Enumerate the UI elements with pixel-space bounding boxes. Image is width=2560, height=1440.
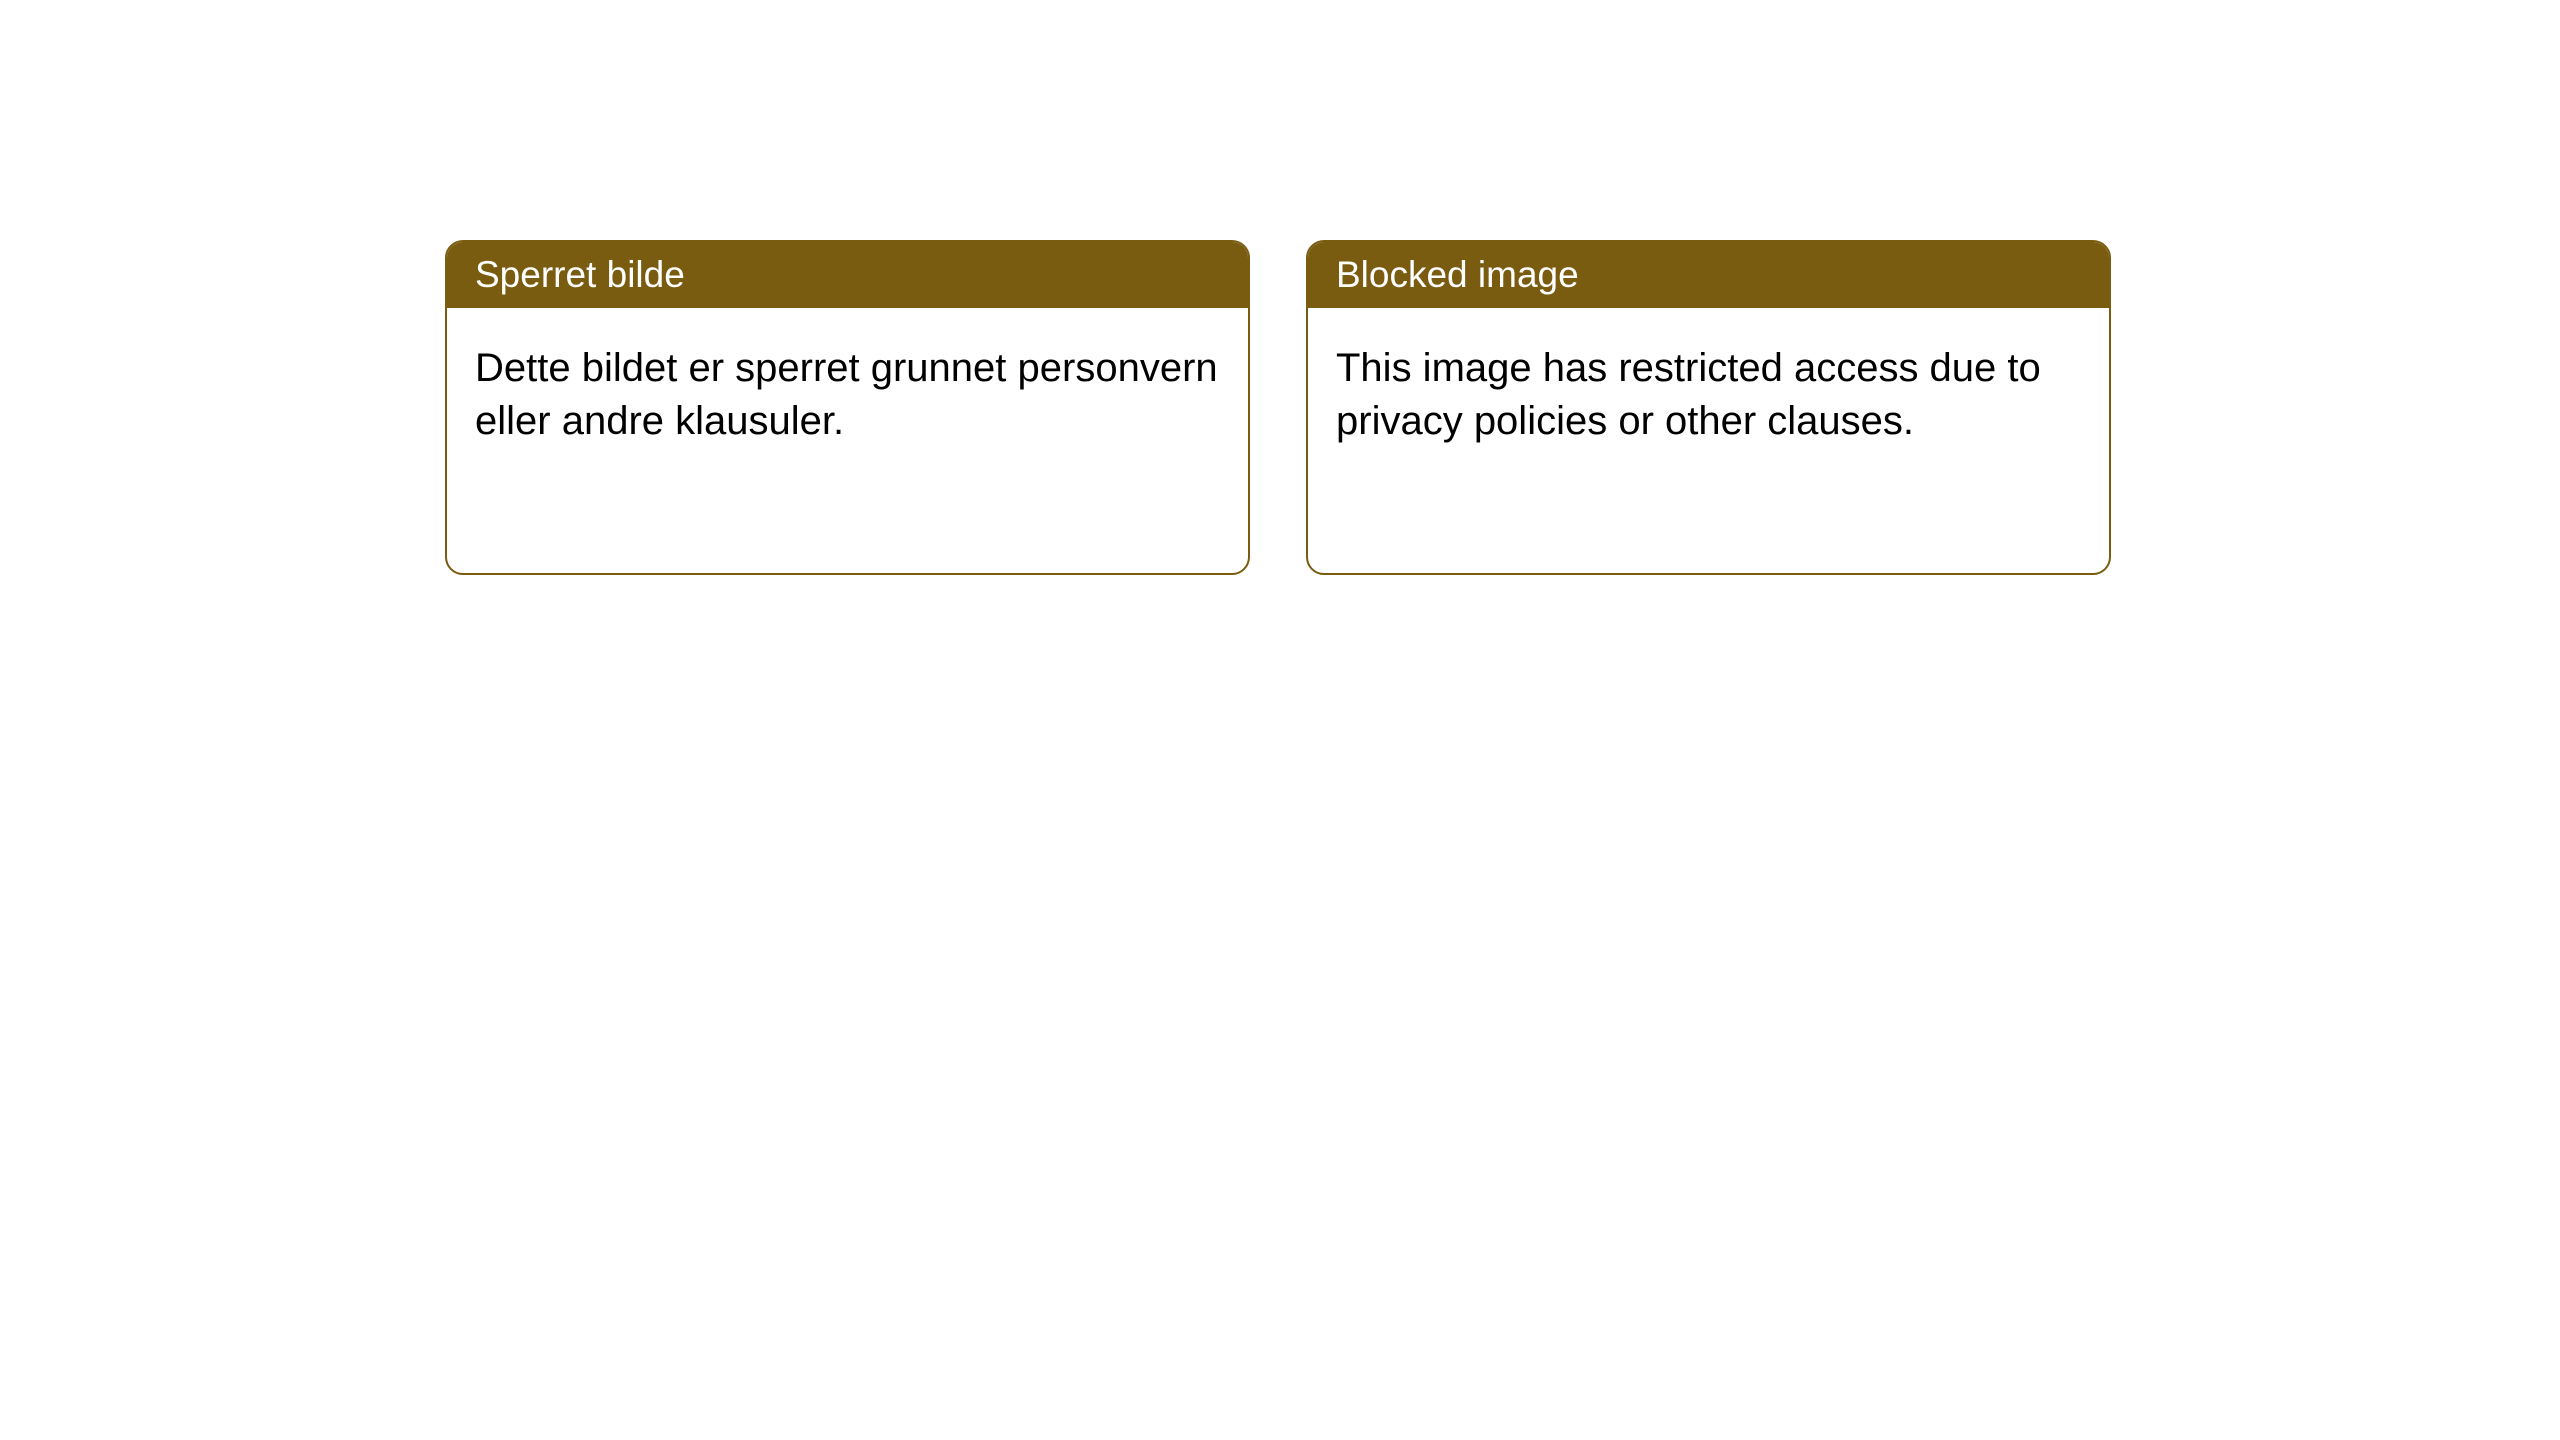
notice-card-body: This image has restricted access due to …	[1308, 308, 2109, 482]
notice-card-english: Blocked image This image has restricted …	[1306, 240, 2111, 575]
notice-cards-container: Sperret bilde Dette bildet er sperret gr…	[445, 240, 2111, 575]
notice-card-body: Dette bildet er sperret grunnet personve…	[447, 308, 1248, 482]
notice-card-norwegian: Sperret bilde Dette bildet er sperret gr…	[445, 240, 1250, 575]
notice-card-title: Blocked image	[1308, 242, 2109, 308]
notice-card-title: Sperret bilde	[447, 242, 1248, 308]
